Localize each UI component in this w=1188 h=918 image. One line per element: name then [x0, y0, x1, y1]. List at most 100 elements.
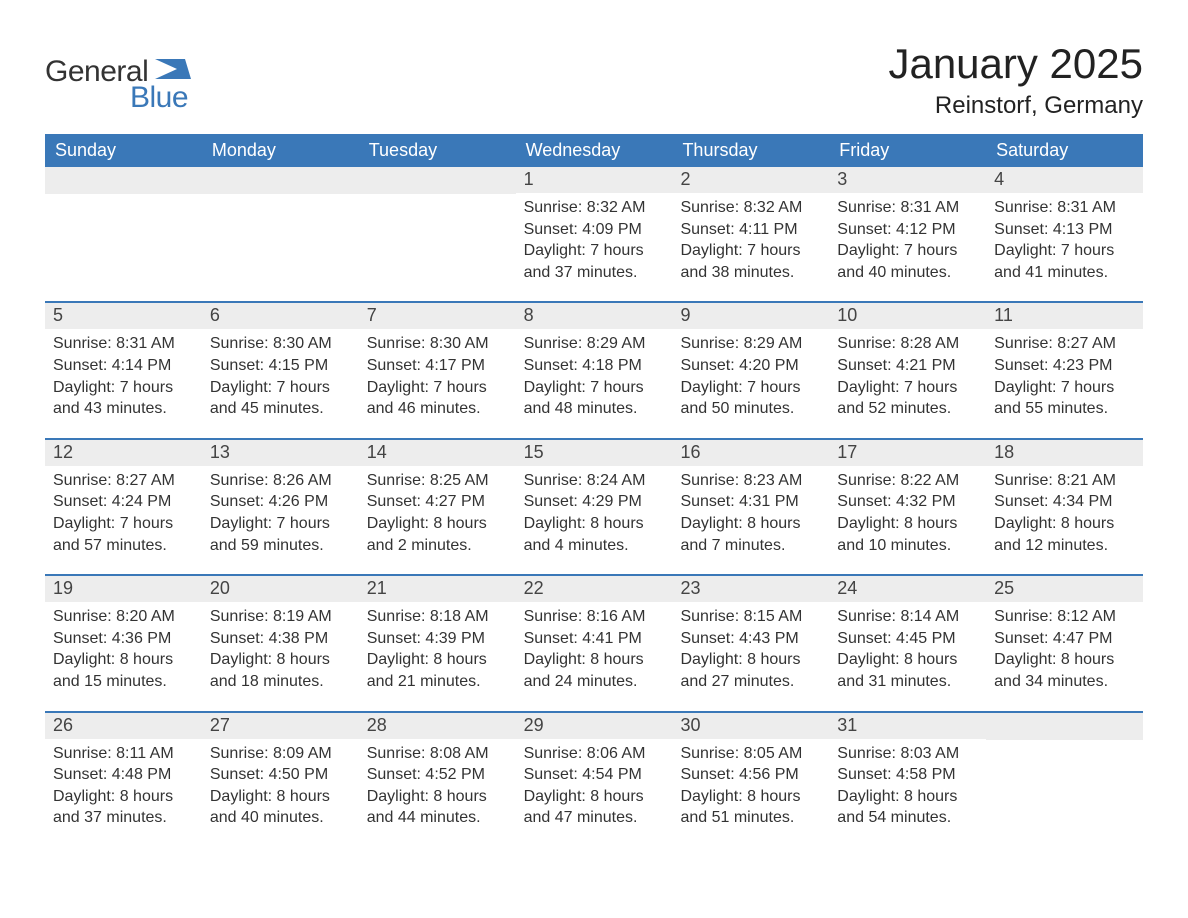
daylight-text-2: and 15 minutes. — [53, 671, 194, 693]
day-details: Sunrise: 8:29 AMSunset: 4:18 PMDaylight:… — [516, 329, 673, 419]
day-cell: 31Sunrise: 8:03 AMSunset: 4:58 PMDayligh… — [829, 713, 986, 829]
day-details: Sunrise: 8:31 AMSunset: 4:13 PMDaylight:… — [986, 193, 1143, 283]
sunrise-text: Sunrise: 8:03 AM — [837, 743, 978, 765]
weekday-header: Saturday — [986, 134, 1143, 167]
day-number — [45, 167, 202, 194]
day-cell — [359, 167, 516, 283]
day-details: Sunrise: 8:21 AMSunset: 4:34 PMDaylight:… — [986, 466, 1143, 556]
day-number: 4 — [986, 167, 1143, 193]
day-cell: 23Sunrise: 8:15 AMSunset: 4:43 PMDayligh… — [672, 576, 829, 692]
day-cell: 10Sunrise: 8:28 AMSunset: 4:21 PMDayligh… — [829, 303, 986, 419]
day-number: 29 — [516, 713, 673, 739]
sunset-text: Sunset: 4:54 PM — [524, 764, 665, 786]
daylight-text-2: and 40 minutes. — [837, 262, 978, 284]
daylight-text-2: and 10 minutes. — [837, 535, 978, 557]
daylight-text-2: and 40 minutes. — [210, 807, 351, 829]
day-cell: 27Sunrise: 8:09 AMSunset: 4:50 PMDayligh… — [202, 713, 359, 829]
day-number: 7 — [359, 303, 516, 329]
weekday-header-row: Sunday Monday Tuesday Wednesday Thursday… — [45, 134, 1143, 167]
day-cell: 6Sunrise: 8:30 AMSunset: 4:15 PMDaylight… — [202, 303, 359, 419]
day-cell: 19Sunrise: 8:20 AMSunset: 4:36 PMDayligh… — [45, 576, 202, 692]
day-details: Sunrise: 8:22 AMSunset: 4:32 PMDaylight:… — [829, 466, 986, 556]
sunrise-text: Sunrise: 8:21 AM — [994, 470, 1135, 492]
daylight-text-1: Daylight: 8 hours — [524, 513, 665, 535]
daylight-text-2: and 55 minutes. — [994, 398, 1135, 420]
day-number: 19 — [45, 576, 202, 602]
day-details: Sunrise: 8:09 AMSunset: 4:50 PMDaylight:… — [202, 739, 359, 829]
daylight-text-1: Daylight: 8 hours — [680, 786, 821, 808]
daylight-text-1: Daylight: 8 hours — [53, 649, 194, 671]
day-cell: 4Sunrise: 8:31 AMSunset: 4:13 PMDaylight… — [986, 167, 1143, 283]
day-cell: 9Sunrise: 8:29 AMSunset: 4:20 PMDaylight… — [672, 303, 829, 419]
sunrise-text: Sunrise: 8:29 AM — [524, 333, 665, 355]
day-cell: 1Sunrise: 8:32 AMSunset: 4:09 PMDaylight… — [516, 167, 673, 283]
day-number — [202, 167, 359, 194]
day-number: 20 — [202, 576, 359, 602]
daylight-text-2: and 31 minutes. — [837, 671, 978, 693]
document-header: General Blue January 2025 Reinstorf, Ger… — [45, 40, 1143, 120]
sunrise-text: Sunrise: 8:16 AM — [524, 606, 665, 628]
weekday-header: Monday — [202, 134, 359, 167]
day-number: 1 — [516, 167, 673, 193]
daylight-text-2: and 43 minutes. — [53, 398, 194, 420]
daylight-text-1: Daylight: 8 hours — [837, 649, 978, 671]
sunset-text: Sunset: 4:56 PM — [680, 764, 821, 786]
day-cell — [202, 167, 359, 283]
daylight-text-2: and 46 minutes. — [367, 398, 508, 420]
sunset-text: Sunset: 4:23 PM — [994, 355, 1135, 377]
sunset-text: Sunset: 4:11 PM — [680, 219, 821, 241]
sunrise-text: Sunrise: 8:06 AM — [524, 743, 665, 765]
day-details: Sunrise: 8:30 AMSunset: 4:15 PMDaylight:… — [202, 329, 359, 419]
day-cell: 16Sunrise: 8:23 AMSunset: 4:31 PMDayligh… — [672, 440, 829, 556]
sunset-text: Sunset: 4:50 PM — [210, 764, 351, 786]
sunset-text: Sunset: 4:12 PM — [837, 219, 978, 241]
daylight-text-1: Daylight: 7 hours — [53, 377, 194, 399]
day-number: 14 — [359, 440, 516, 466]
day-details: Sunrise: 8:25 AMSunset: 4:27 PMDaylight:… — [359, 466, 516, 556]
day-details: Sunrise: 8:20 AMSunset: 4:36 PMDaylight:… — [45, 602, 202, 692]
day-cell — [986, 713, 1143, 829]
daylight-text-1: Daylight: 8 hours — [524, 786, 665, 808]
day-cell: 12Sunrise: 8:27 AMSunset: 4:24 PMDayligh… — [45, 440, 202, 556]
daylight-text-1: Daylight: 7 hours — [210, 377, 351, 399]
daylight-text-2: and 45 minutes. — [210, 398, 351, 420]
day-number: 26 — [45, 713, 202, 739]
day-cell: 25Sunrise: 8:12 AMSunset: 4:47 PMDayligh… — [986, 576, 1143, 692]
sunset-text: Sunset: 4:09 PM — [524, 219, 665, 241]
daylight-text-1: Daylight: 7 hours — [994, 240, 1135, 262]
daylight-text-2: and 21 minutes. — [367, 671, 508, 693]
day-cell: 5Sunrise: 8:31 AMSunset: 4:14 PMDaylight… — [45, 303, 202, 419]
sunrise-text: Sunrise: 8:18 AM — [367, 606, 508, 628]
day-number: 10 — [829, 303, 986, 329]
sunset-text: Sunset: 4:29 PM — [524, 491, 665, 513]
daylight-text-2: and 27 minutes. — [680, 671, 821, 693]
day-cell: 11Sunrise: 8:27 AMSunset: 4:23 PMDayligh… — [986, 303, 1143, 419]
day-number: 25 — [986, 576, 1143, 602]
day-number: 13 — [202, 440, 359, 466]
month-title: January 2025 — [888, 40, 1143, 88]
sunset-text: Sunset: 4:13 PM — [994, 219, 1135, 241]
day-number: 3 — [829, 167, 986, 193]
sunrise-text: Sunrise: 8:24 AM — [524, 470, 665, 492]
day-details: Sunrise: 8:32 AMSunset: 4:09 PMDaylight:… — [516, 193, 673, 283]
sunrise-text: Sunrise: 8:31 AM — [837, 197, 978, 219]
logo: General Blue — [45, 55, 191, 115]
daylight-text-2: and 12 minutes. — [994, 535, 1135, 557]
sunrise-text: Sunrise: 8:20 AM — [53, 606, 194, 628]
day-number: 6 — [202, 303, 359, 329]
sunset-text: Sunset: 4:18 PM — [524, 355, 665, 377]
daylight-text-1: Daylight: 8 hours — [210, 786, 351, 808]
sunset-text: Sunset: 4:24 PM — [53, 491, 194, 513]
day-details: Sunrise: 8:12 AMSunset: 4:47 PMDaylight:… — [986, 602, 1143, 692]
sunrise-text: Sunrise: 8:05 AM — [680, 743, 821, 765]
daylight-text-1: Daylight: 8 hours — [680, 649, 821, 671]
day-cell: 29 Sunrise: 8:06 AMSunset: 4:54 PMDayligh… — [516, 713, 673, 829]
day-details: Sunrise: 8:16 AMSunset: 4:41 PMDaylight:… — [516, 602, 673, 692]
sunset-text: Sunset: 4:52 PM — [367, 764, 508, 786]
day-details: Sunrise: 8:08 AMSunset: 4:52 PMDaylight:… — [359, 739, 516, 829]
day-number: 17 — [829, 440, 986, 466]
sunrise-text: Sunrise: 8:19 AM — [210, 606, 351, 628]
sunrise-text: Sunrise: 8:28 AM — [837, 333, 978, 355]
daylight-text-2: and 51 minutes. — [680, 807, 821, 829]
sunset-text: Sunset: 4:26 PM — [210, 491, 351, 513]
